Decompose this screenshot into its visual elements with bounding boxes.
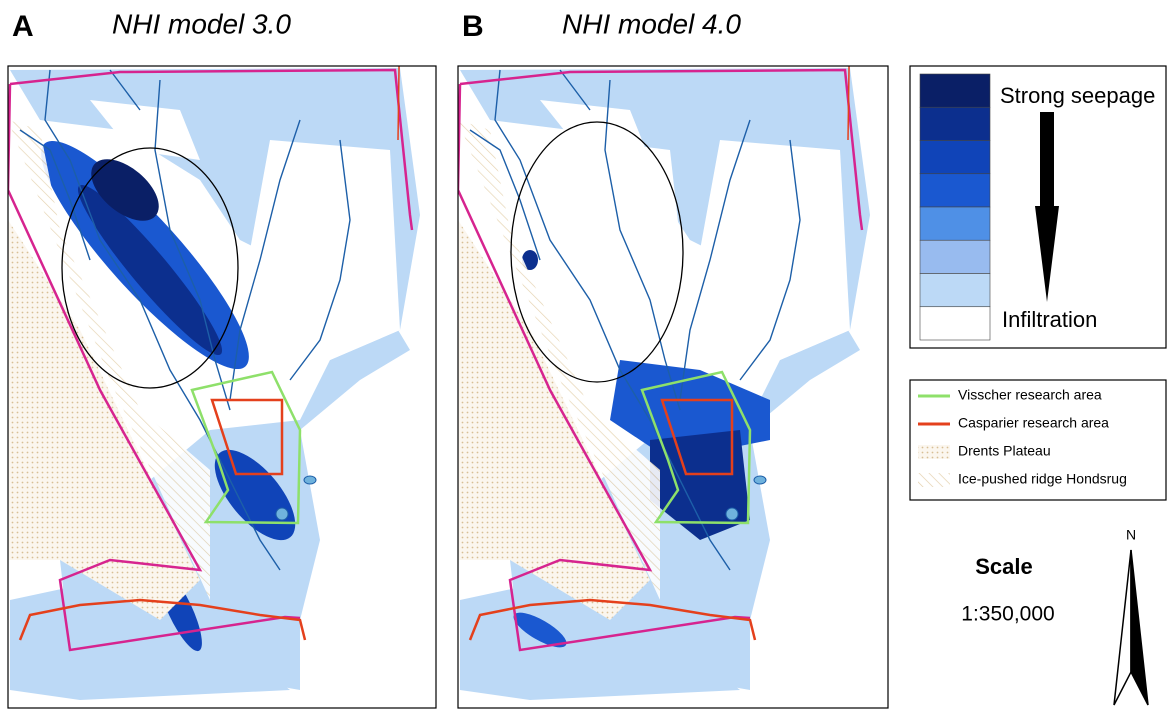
lake	[276, 508, 288, 520]
lake	[726, 508, 738, 520]
panel-letter: A	[12, 10, 34, 43]
colorbar-swatch	[920, 207, 990, 240]
colorbar-swatch	[920, 274, 990, 307]
legend-patch	[918, 445, 950, 459]
scale-title: Scale	[975, 554, 1033, 579]
colorbar-swatch	[920, 107, 990, 140]
colorbar-swatch	[920, 141, 990, 174]
panel-letter: B	[462, 10, 484, 43]
north-label: N	[1126, 527, 1136, 543]
legend-patch	[918, 473, 950, 487]
colorbar-swatch	[920, 240, 990, 273]
legend-label: Ice-pushed ridge Hondsrug	[958, 471, 1127, 487]
map-panel	[458, 0, 888, 708]
lake	[754, 476, 766, 484]
colorbar-label: Infiltration	[1002, 307, 1097, 332]
panel-title: NHI model 4.0	[562, 8, 741, 39]
colorbar-swatch	[920, 307, 990, 340]
north-arrow	[1114, 550, 1148, 705]
panel-title: NHI model 3.0	[112, 8, 291, 39]
legend-label: Drents Plateau	[958, 443, 1051, 459]
lake	[304, 476, 316, 484]
colorbar-label: Strong seepage	[1000, 83, 1155, 108]
scale-value: 1:350,000	[961, 603, 1054, 626]
legend-label: Visscher research area	[958, 387, 1102, 403]
colorbar-swatch	[920, 74, 990, 107]
colorbar-swatch	[920, 174, 990, 207]
legend-label: Casparier research area	[958, 415, 1109, 431]
figure: A NHI model 3.0 B NHI model 4.0 Strong s…	[0, 0, 1174, 714]
map-panel	[8, 0, 438, 708]
colorbar	[920, 74, 990, 340]
